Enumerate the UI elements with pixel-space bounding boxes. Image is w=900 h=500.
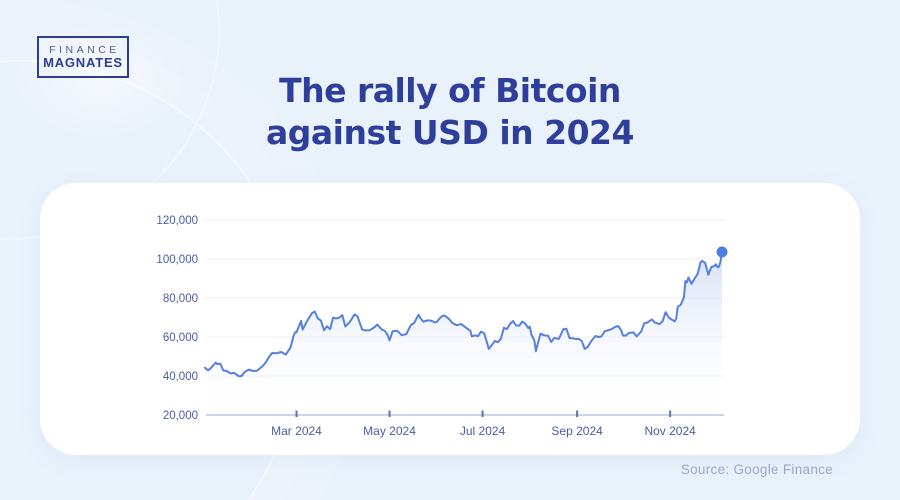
y-axis-label-80000: 80,000: [163, 293, 198, 305]
title-line-2: against USD in 2024: [266, 113, 634, 152]
x-axis-label: Mar 2024: [271, 424, 322, 438]
logo-text-finance: FINANCE: [49, 43, 120, 56]
btc-usd-line-chart: 20,000 40,000 60,000 80,000 100,000 120,000 Ma…: [156, 215, 728, 438]
y-axis-label-120000: 120,000: [156, 215, 198, 227]
page-title: The rally of Bitcoin against USD in 2024: [0, 70, 900, 154]
title-line-1: The rally of Bitcoin: [279, 71, 621, 110]
x-axis-label: May 2024: [363, 424, 416, 438]
x-axis-label: Jul 2024: [460, 424, 506, 438]
y-axis-label-20000: 20,000: [163, 410, 198, 422]
finance-magnates-logo: FINANCE MAGNATES: [37, 36, 129, 78]
x-axis-label: Nov 2024: [644, 424, 696, 438]
y-axis-label-100000: 100,000: [156, 254, 198, 266]
source-attribution: Source: Google Finance: [680, 462, 833, 477]
y-axis-label-60000: 60,000: [163, 332, 198, 344]
price-area-fill: [205, 252, 722, 415]
latest-price-marker: [716, 246, 728, 258]
logo-text-magnates: MAGNATES: [43, 54, 123, 70]
x-axis-label: Sep 2024: [551, 424, 603, 438]
chart-card: 20,000 40,000 60,000 80,000 100,000 120,000 Ma…: [40, 183, 860, 455]
y-axis-label-40000: 40,000: [163, 371, 198, 383]
price-line: [204, 251, 723, 378]
